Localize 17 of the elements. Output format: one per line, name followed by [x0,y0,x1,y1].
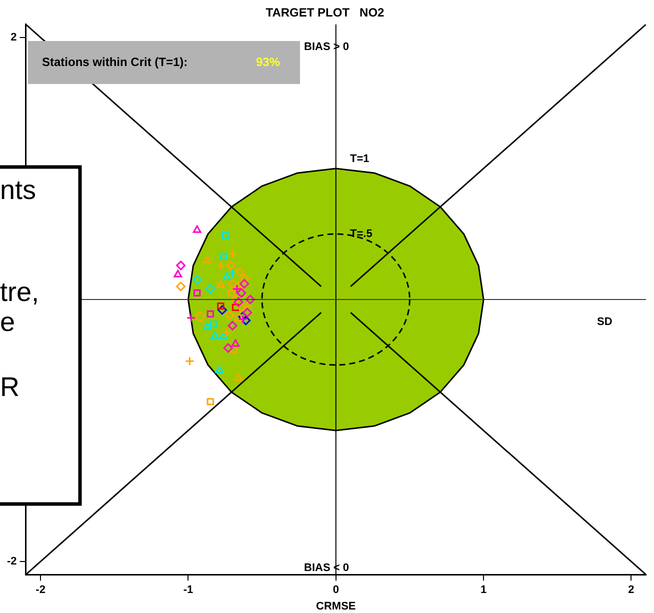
chart-title: TARGET PLOT NO2 [266,6,385,20]
x-tick-label: 2 [628,584,634,596]
annotation: SD [597,316,612,328]
annotation: T=.5 [350,228,372,240]
x-tick-label: 0 [332,584,339,596]
x-tick-label: -2 [36,584,46,596]
annotation: 93% [256,55,280,69]
text: e [0,307,16,338]
annotation: T=1 [350,153,370,165]
x-tick-label: 1 [480,584,487,596]
annotation: Stations within Crit (T=1): [42,55,188,69]
x-tick-label: -1 [183,584,194,596]
stats-box: Stations within Crit (T=1): 93% [28,41,300,84]
text: R [0,372,20,403]
annotation: tre, [0,277,40,308]
x-axis-title: CRMSE [316,600,356,612]
annotation: nts [0,175,36,206]
